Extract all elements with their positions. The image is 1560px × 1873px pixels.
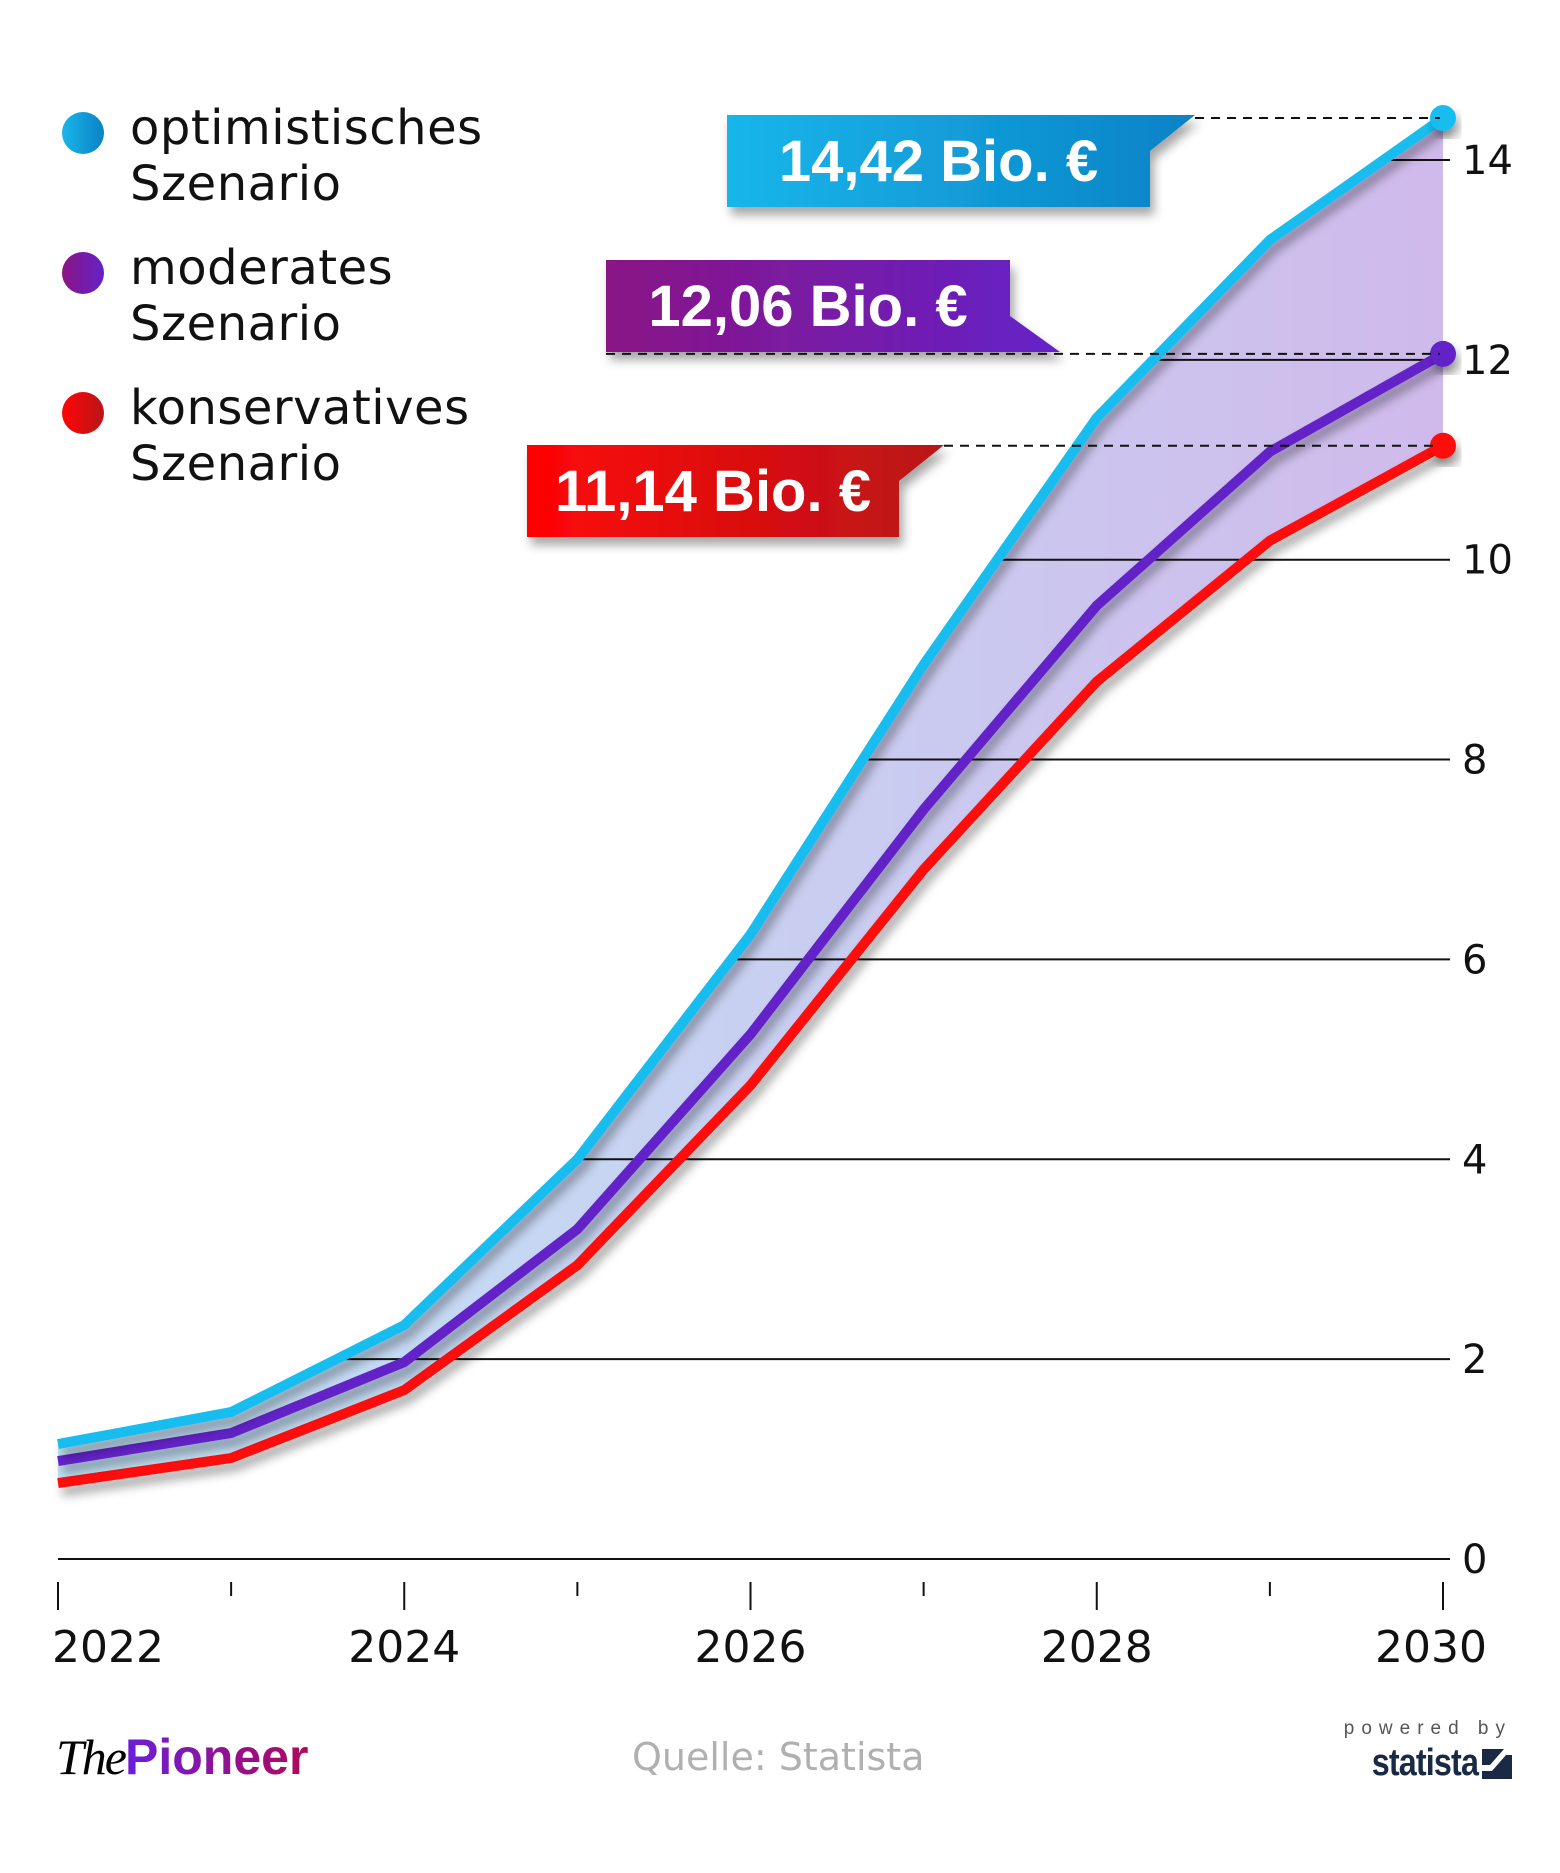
y-tick-label: 2 — [1462, 1337, 1487, 1383]
source-note: Quelle: Statista — [632, 1735, 925, 1779]
legend-dot-optimistic — [62, 112, 104, 154]
legend-label-optimistic: optimistisches Szenario — [130, 100, 483, 212]
legend-label-line1: optimistisches — [130, 100, 483, 156]
legend-dot-conservative — [62, 392, 104, 434]
x-tick-label: 2030 — [1375, 1622, 1487, 1673]
series-line-0 — [57, 113, 1446, 1449]
x-tick-label: 2026 — [695, 1622, 807, 1673]
powered-by-statista[interactable]: powered by statista — [1337, 1718, 1512, 1785]
y-tick-label: 6 — [1462, 937, 1487, 983]
callout-value: 11,14 Bio. € — [555, 459, 871, 524]
series-endpoint-2 — [1430, 432, 1456, 459]
y-tick-label: 0 — [1462, 1537, 1487, 1583]
y-tick-label: 14 — [1462, 138, 1513, 184]
series-line-2 — [57, 441, 1446, 1489]
callout-1: 12,06 Bio. € — [606, 260, 1440, 355]
legend-label-conservative: konservatives Szenario — [130, 380, 470, 492]
thepioneer-logo[interactable]: ThePioneer — [56, 1728, 308, 1786]
callout-value: 12,06 Bio. € — [648, 274, 967, 339]
callout-value: 14,42 Bio. € — [779, 129, 1098, 194]
x-tick-label: 2028 — [1041, 1622, 1153, 1673]
scenario-band — [58, 118, 1443, 1484]
x-tick-label: 2022 — [52, 1622, 164, 1673]
callout-box — [727, 115, 1195, 207]
callout-2: 11,14 Bio. € — [527, 444, 1440, 537]
y-tick-label: 12 — [1462, 338, 1513, 384]
legend-label-moderate: moderates Szenario — [130, 240, 393, 352]
legend: optimistisches Szenario moderates Szenar… — [62, 100, 483, 520]
series-line-1 — [57, 349, 1446, 1467]
statista-logo-icon — [1482, 1748, 1512, 1779]
statista-wordmark: statista — [1371, 1742, 1479, 1784]
powered-by-text: powered by — [1343, 1718, 1512, 1739]
legend-item-moderate[interactable]: moderates Szenario — [62, 240, 483, 352]
y-tick-label: 8 — [1462, 738, 1487, 784]
series-endpoint-1 — [1430, 340, 1456, 367]
callout-0: 14,42 Bio. € — [727, 115, 1440, 207]
legend-dot-moderate — [62, 252, 104, 294]
legend-label-line1: konservatives — [130, 380, 470, 436]
legend-label-line2: Szenario — [130, 156, 342, 212]
logo-pioneer: Pioneer — [125, 1729, 309, 1785]
series-endpoint-0 — [1430, 105, 1456, 132]
y-tick-label: 10 — [1462, 538, 1513, 584]
legend-label-line1: moderates — [130, 240, 394, 296]
callout-box — [527, 445, 944, 537]
legend-label-line2: Szenario — [130, 296, 342, 352]
x-tick-label: 2024 — [348, 1622, 460, 1673]
y-tick-label: 4 — [1462, 1137, 1487, 1183]
legend-item-optimistic[interactable]: optimistisches Szenario — [62, 100, 483, 212]
callout-box — [606, 260, 1060, 352]
legend-label-line2: Szenario — [130, 436, 342, 492]
legend-item-conservative[interactable]: konservatives Szenario — [62, 380, 483, 492]
logo-the: The — [56, 1729, 127, 1785]
